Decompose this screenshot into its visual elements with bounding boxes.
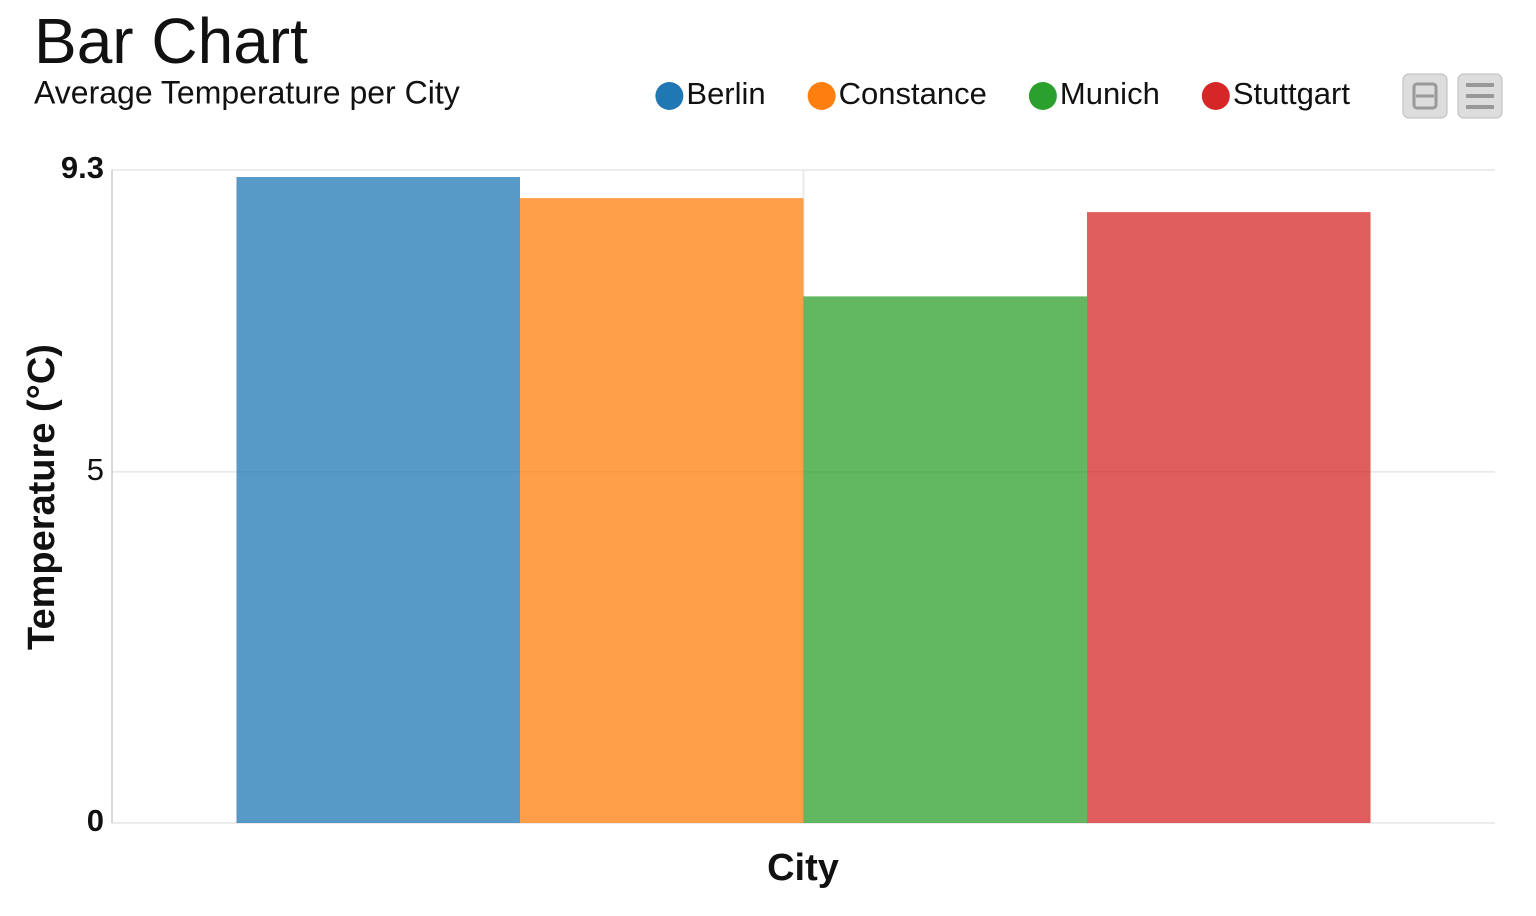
legend-marker — [1201, 82, 1230, 110]
bar — [519, 198, 804, 823]
y-axis-label: Temperature (°C) — [21, 344, 63, 650]
toolbar — [1402, 73, 1503, 119]
legend-marker — [807, 82, 836, 110]
bar — [236, 177, 520, 824]
bar — [803, 296, 1088, 823]
bar — [1087, 212, 1371, 823]
collapse-icon — [1412, 82, 1438, 110]
legend-marker — [1028, 82, 1057, 110]
legend-marker — [655, 82, 684, 110]
y-tick-label: 0 — [87, 803, 104, 838]
x-axis-label: City — [767, 847, 839, 889]
legend-label: Berlin — [686, 76, 765, 111]
y-tick-label: 5 — [87, 452, 104, 487]
chart-title: Bar Chart — [34, 5, 308, 77]
legend-label: Munich — [1060, 76, 1160, 111]
legend-label: Constance — [839, 76, 987, 111]
legend-label: Stuttgart — [1233, 76, 1351, 111]
y-tick-label: 9.3 — [61, 150, 104, 185]
chart-subtitle: Average Temperature per City — [34, 74, 460, 110]
